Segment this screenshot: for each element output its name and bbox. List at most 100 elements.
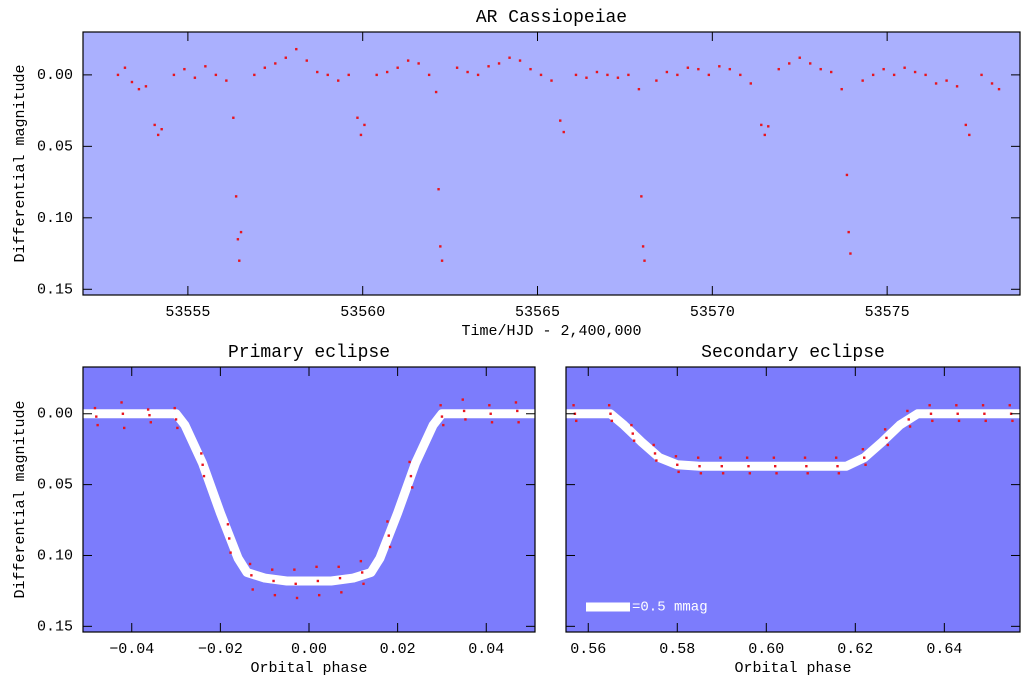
data-point — [885, 436, 888, 440]
data-point — [819, 67, 822, 71]
data-point — [595, 70, 599, 74]
data-point — [386, 520, 389, 523]
data-point — [95, 415, 98, 418]
data-point — [130, 80, 134, 84]
data-point — [630, 423, 633, 427]
data-point — [385, 70, 389, 74]
data-point — [606, 73, 609, 77]
data-point — [559, 119, 562, 122]
x-tick-label: 0.02 — [380, 641, 416, 658]
data-point — [641, 245, 645, 248]
data-point — [464, 418, 467, 421]
x-tick-label: 53575 — [865, 304, 910, 321]
data-point — [200, 452, 203, 455]
data-point — [214, 73, 218, 77]
data-point — [798, 56, 801, 59]
data-point — [837, 472, 841, 475]
data-point — [955, 404, 958, 407]
data-point — [924, 73, 927, 77]
data-point — [273, 593, 277, 597]
data-point — [849, 252, 852, 255]
data-point — [263, 66, 267, 69]
data-point — [809, 62, 812, 65]
data-point — [747, 464, 750, 468]
data-point — [698, 464, 701, 468]
data-point — [892, 73, 896, 77]
data-point — [720, 464, 723, 468]
data-point — [718, 65, 721, 68]
data-point — [518, 59, 522, 62]
data-point — [847, 230, 850, 234]
data-point — [739, 73, 742, 77]
data-point — [305, 59, 308, 62]
x-tick-label: 53565 — [515, 304, 560, 321]
data-point — [514, 401, 518, 404]
data-point — [861, 447, 865, 451]
data-point — [655, 79, 658, 82]
data-point — [539, 73, 543, 77]
data-point — [295, 596, 299, 600]
data-point — [153, 123, 156, 127]
x-tick-label: 0.04 — [468, 641, 504, 658]
data-point — [616, 76, 620, 79]
data-point — [517, 421, 520, 424]
data-point — [653, 452, 657, 455]
data-point — [707, 73, 711, 77]
data-point — [337, 565, 340, 569]
data-point — [805, 464, 808, 468]
data-point — [388, 545, 392, 549]
data-point — [360, 571, 364, 574]
data-point — [562, 130, 565, 134]
data-point — [934, 82, 938, 85]
data-point — [409, 474, 413, 478]
data-point — [359, 559, 363, 563]
plot-area — [566, 367, 1020, 632]
data-point — [238, 259, 241, 262]
data-point — [359, 133, 363, 137]
data-point — [271, 568, 274, 571]
data-point — [806, 472, 809, 475]
data-point — [788, 62, 791, 65]
data-point — [176, 426, 179, 430]
x-tick-label: 0.60 — [748, 641, 784, 658]
data-point — [516, 409, 519, 413]
data-point — [550, 79, 553, 82]
data-point — [767, 125, 770, 128]
data-point — [144, 85, 148, 88]
x-tick-label: 0.62 — [837, 641, 873, 658]
data-point — [476, 73, 480, 77]
data-point — [907, 418, 910, 421]
data-point — [239, 230, 243, 234]
data-point — [983, 412, 986, 415]
data-point — [956, 412, 959, 415]
data-point — [607, 404, 611, 407]
legend-label: =0.5 mmag — [632, 600, 708, 616]
data-point — [340, 591, 343, 594]
data-point — [931, 419, 934, 423]
data-point — [699, 472, 703, 475]
data-point — [945, 79, 948, 82]
plot-content — [566, 404, 1020, 475]
data-point — [455, 66, 459, 69]
data-point — [439, 245, 442, 248]
data-point — [886, 443, 890, 447]
data-point — [149, 421, 152, 424]
data-point — [338, 576, 342, 580]
data-point — [490, 421, 494, 424]
data-point — [442, 423, 445, 427]
data-point — [655, 459, 658, 462]
y-tick-label: 0.05 — [37, 477, 73, 494]
plot-content — [83, 398, 535, 600]
data-point — [462, 409, 466, 413]
data-point — [728, 67, 732, 71]
data-point — [745, 456, 749, 459]
data-point — [489, 412, 492, 415]
data-point — [417, 62, 420, 65]
data-point — [676, 73, 679, 77]
data-point — [317, 593, 321, 597]
data-point — [845, 173, 849, 177]
data-point — [1011, 419, 1014, 423]
data-point — [201, 463, 204, 466]
data-point — [631, 432, 634, 435]
data-point — [411, 486, 414, 489]
